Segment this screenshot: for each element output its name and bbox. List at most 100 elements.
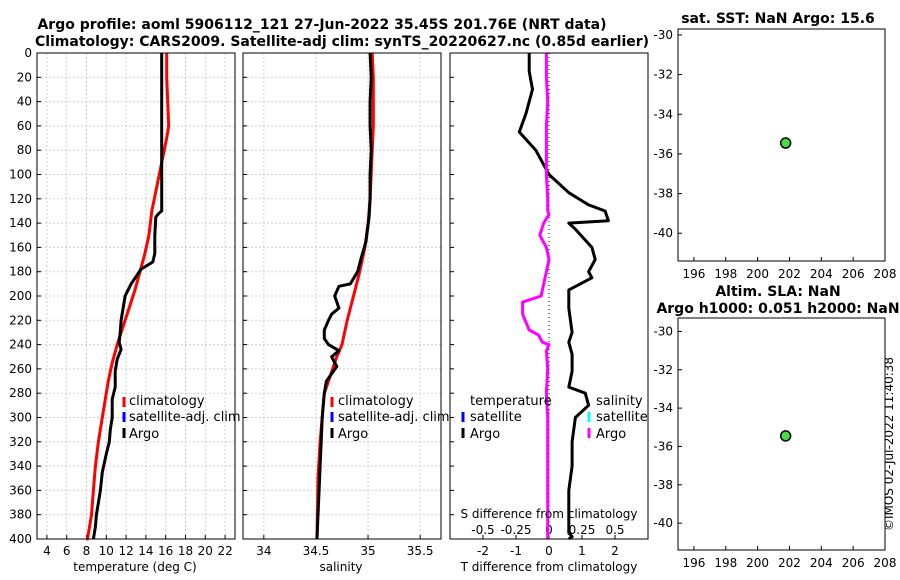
legend-label-argo: Argo	[338, 427, 368, 442]
figure-title-line1: Argo profile: aoml 5906112_121 27-Jun-20…	[37, 17, 606, 33]
x-tick-label: 34.5	[303, 544, 330, 558]
x-tick-label: 200	[746, 267, 769, 281]
y-tick-label: 400	[9, 532, 32, 546]
y-tick-label: 260	[9, 362, 32, 376]
x-tick-label: 12	[118, 544, 133, 558]
x-tick-label: 34	[256, 544, 271, 558]
x-tick-label: 196	[682, 556, 705, 570]
plot-frame	[36, 52, 236, 540]
float-location-marker	[779, 137, 792, 149]
legend-label-climatology: climatology	[338, 394, 414, 409]
legend-label-satellite: satellite-adj. clim	[129, 410, 241, 425]
temperature-xlabel: temperature (deg C)	[73, 560, 196, 574]
temperature-legend: climatology satellite-adj. clim Argo	[122, 394, 241, 442]
sst-map-title: sat. SST: NaN Argo: 15.6	[681, 11, 875, 27]
legend-label-s-satellite: satellite	[596, 410, 648, 425]
y-tick-label: 0	[24, 46, 32, 60]
x-tick-label: 208	[874, 267, 897, 281]
y-tick-label: -36	[653, 147, 673, 161]
series-line-argo	[91, 53, 164, 540]
difference-xlabel: T difference from climatology	[460, 560, 638, 574]
sla-map-panel: 196 198 200 202 204 206 208 -30 -32 -34 -36 -38 -40	[653, 317, 897, 570]
x-tick-label: 10	[99, 544, 114, 558]
x-tick-label: 8	[83, 544, 91, 558]
y-tick-label: -30	[653, 28, 673, 42]
x-tick-label: 4	[43, 544, 51, 558]
x-tick-label: 206	[842, 556, 865, 570]
y-tick-label: -32	[653, 363, 673, 377]
plot-frame	[242, 52, 442, 540]
y-tick-label: -32	[653, 68, 673, 82]
y-tick-label: 320	[9, 435, 32, 449]
sla-map-title-line2: Argo h1000: 0.051 h2000: NaN	[656, 301, 899, 317]
y-tick-label: 80	[17, 143, 32, 157]
x-tick-label: 35.5	[407, 544, 434, 558]
y-tick-label: 360	[9, 483, 32, 497]
y-tick-label: 20	[17, 70, 32, 84]
y-tick-label: 240	[9, 338, 32, 352]
x-tick-label: -1	[510, 544, 522, 558]
x-tick-label: 200	[746, 556, 769, 570]
x-tick-label: 14	[138, 544, 153, 558]
x-top-tick-label: 0.5	[605, 523, 624, 537]
y-tick-label: -36	[653, 439, 673, 453]
y-tick-label: 100	[9, 168, 32, 182]
y-tick-label: 40	[17, 95, 32, 109]
legend-label-t-satellite: satellite	[470, 410, 522, 425]
x-tick-label: 198	[714, 267, 737, 281]
legend-title-salinity: salinity	[596, 394, 643, 409]
legend-title-temperature: temperature	[470, 394, 552, 409]
salinity-xlabel: salinity	[319, 560, 362, 574]
y-tick-label: 160	[9, 240, 32, 254]
figure-title-line2: Climatology: CARS2009. Satellite-adj cli…	[35, 34, 649, 50]
y-tick-label: -30	[653, 324, 673, 338]
float-location-marker	[779, 430, 792, 442]
x-top-tick-label: 0.25	[569, 523, 596, 537]
series-line-argo	[315, 52, 373, 540]
x-tick-label: 18	[178, 544, 193, 558]
legend-label-satellite: satellite-adj. clim	[338, 410, 450, 425]
x-tick-label: 0	[545, 544, 553, 558]
difference-panel: -2 -1 0 1 2-0.5 -0.25 0 0.25 0.5	[449, 52, 649, 558]
y-tick-label: -34	[653, 107, 673, 121]
x-tick-label: 206	[842, 267, 865, 281]
y-tick-label: -40	[653, 516, 673, 530]
temperature-panel: 4 6 8 10 12 14 16 18 20 2202040608010012014016018…	[9, 46, 236, 558]
y-tick-label: 380	[9, 508, 32, 522]
series-line-climatology	[86, 53, 171, 541]
x-tick-label: 202	[778, 556, 801, 570]
x-tick-label: 6	[63, 544, 71, 558]
y-tick-label: 340	[9, 459, 32, 473]
x-tick-label: 22	[217, 544, 232, 558]
x-tick-label: 198	[714, 556, 737, 570]
y-tick-label: 200	[9, 289, 32, 303]
difference-xlabel-top: S difference from climatology	[461, 507, 638, 521]
salinity-panel: 34 34.5 35 35.5	[242, 52, 442, 558]
x-tick-label: 202	[778, 267, 801, 281]
salinity-legend: climatology satellite-adj. clim Argo	[330, 394, 450, 442]
difference-legend: temperature salinity satellite Argo sate…	[461, 394, 648, 442]
y-tick-label: -34	[653, 401, 673, 415]
y-tick-label: 280	[9, 386, 32, 400]
legend-label-climatology: climatology	[129, 394, 205, 409]
x-tick-label: 1	[578, 544, 586, 558]
x-tick-label: 204	[810, 556, 833, 570]
series-line-s-difference-argo	[521, 53, 551, 539]
y-tick-label: 60	[17, 119, 32, 133]
y-tick-label: 180	[9, 265, 32, 279]
y-tick-label: 300	[9, 411, 32, 425]
x-top-tick-label: -0.25	[500, 523, 531, 537]
x-top-tick-label: -0.5	[471, 523, 494, 537]
plot-frame	[449, 52, 649, 540]
y-tick-label: 140	[9, 216, 32, 230]
x-tick-label: 16	[158, 544, 173, 558]
y-tick-label: 120	[9, 192, 32, 206]
y-tick-label: -40	[653, 226, 673, 240]
legend-label-argo: Argo	[129, 427, 159, 442]
x-tick-label: 20	[198, 544, 213, 558]
x-tick-label: 208	[874, 556, 897, 570]
y-tick-label: 220	[9, 313, 32, 327]
y-tick-label: -38	[653, 478, 673, 492]
x-tick-label: 35	[360, 544, 375, 558]
